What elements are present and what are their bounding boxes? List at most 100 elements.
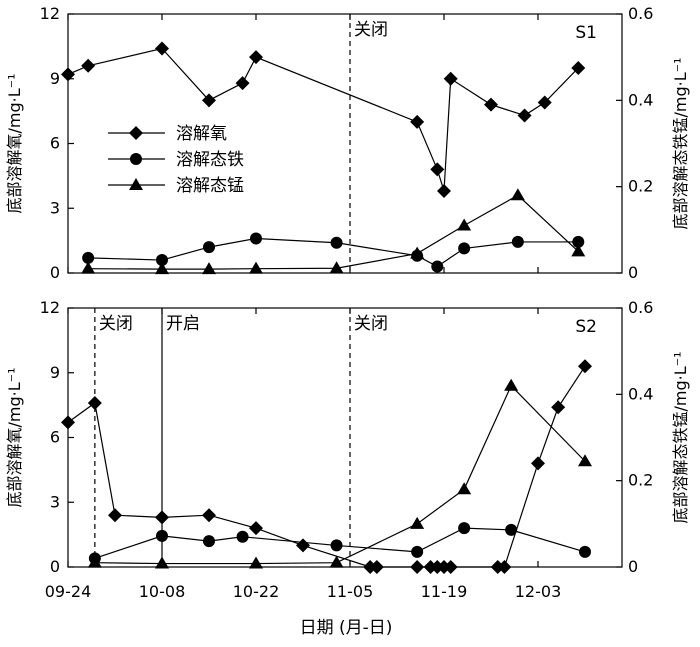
series-line	[67, 365, 586, 568]
data-point-diamond	[369, 560, 384, 574]
data-point-diamond	[430, 162, 445, 177]
y-left-tick-label: 3	[50, 492, 60, 511]
data-point-diamond	[108, 508, 122, 523]
data-point-diamond	[443, 560, 458, 574]
y-left-tick-label: 12	[40, 4, 60, 23]
event-label: 关闭	[99, 314, 133, 334]
data-point-triangle	[457, 218, 472, 231]
data-point-triangle	[410, 246, 425, 259]
chart-panel-2: 0 3 6 9 12 0 0.2 0.4 0.6 底部溶解氧/mg·L⁻¹ 底部溶解态铁锰/mg·L…	[5, 298, 690, 576]
x-tick-label: 12-03	[515, 582, 562, 601]
y-left-tick-label: 9	[50, 363, 60, 382]
data-point-diamond	[202, 93, 216, 108]
data-point-circle	[330, 236, 343, 249]
data-point-diamond	[410, 114, 425, 129]
data-point-diamond	[296, 538, 310, 553]
x-tick-label: 10-08	[139, 582, 186, 601]
data-point-triangle	[457, 482, 472, 495]
data-point-circle	[203, 535, 215, 548]
data-point-triangle	[155, 556, 169, 569]
data-point-circle	[82, 251, 95, 264]
y-right-axis-label: 底部溶解态铁锰/mg·L⁻¹	[671, 58, 690, 230]
data-point-diamond	[578, 359, 592, 374]
legend-swatch-marker	[130, 153, 142, 165]
plot-frame	[67, 13, 623, 274]
y-right-tick-label: 0.4	[628, 384, 653, 403]
data-point-circle	[579, 545, 591, 558]
data-point-diamond	[249, 521, 263, 536]
y-left-tick-label: 0	[50, 557, 60, 576]
y-right-tick-label: 0	[628, 557, 638, 576]
data-point-triangle	[578, 454, 592, 467]
y-left-axis-label: 底部溶解氧/mg·L⁻¹	[5, 368, 24, 508]
y-right-axis-label: 底部溶解态铁锰/mg·L⁻¹	[671, 352, 690, 524]
data-point-triangle	[249, 556, 263, 569]
x-axis-label: 日期 (月-日)	[300, 618, 393, 638]
series-line	[88, 237, 579, 268]
y-left-tick-label: 9	[50, 69, 60, 88]
data-point-circle	[458, 522, 471, 535]
data-point-circle	[458, 242, 471, 255]
data-point-diamond	[497, 560, 512, 574]
data-point-diamond	[437, 183, 451, 198]
data-point-triangle	[329, 261, 344, 274]
data-point-triangle	[329, 555, 344, 568]
data-point-circle	[236, 530, 249, 543]
legend-label: 溶解态铁	[176, 150, 244, 170]
data-point-circle	[203, 241, 215, 254]
data-point-diamond	[551, 400, 566, 415]
data-point-circle	[572, 235, 585, 248]
data-point-triangle	[410, 516, 425, 529]
data-point-diamond	[87, 395, 102, 410]
y-left-tick-label: 12	[40, 298, 60, 317]
data-point-diamond	[61, 67, 75, 82]
data-point-diamond	[155, 510, 169, 525]
data-point-circle	[505, 523, 518, 536]
event-label: 关闭	[354, 20, 388, 40]
chart-panel-1: 0 3 6 9 12 0 0.2 0.4 0.6 底部溶解氧/mg·L⁻¹ 底部溶解态铁锰/mg·L…	[5, 4, 690, 282]
data-point-diamond	[517, 108, 532, 123]
x-tick-label: 10-22	[233, 582, 280, 601]
x-tick-labels: 09-24 10-08 10-22 11-05 11-19 12-03	[45, 582, 562, 601]
data-point-diamond	[443, 71, 458, 86]
x-tick-label: 11-05	[327, 582, 374, 601]
data-point-diamond	[484, 97, 498, 112]
panel-label: S2	[575, 317, 597, 337]
plot-frame	[67, 307, 623, 568]
y-left-tick-label: 6	[50, 134, 60, 153]
data-point-circle	[156, 529, 168, 542]
legend-swatch-marker	[129, 126, 143, 140]
series-line	[67, 47, 579, 192]
y-left-tick-label: 0	[50, 263, 60, 282]
y-left-tick-label: 3	[50, 198, 60, 217]
data-point-diamond	[155, 41, 169, 56]
data-point-diamond	[61, 415, 75, 430]
legend-swatch-marker	[129, 178, 143, 190]
data-point-circle	[250, 232, 262, 245]
data-point-circle	[431, 260, 444, 273]
data-point-diamond	[571, 60, 586, 75]
legend-label: 溶解态锰	[176, 176, 244, 196]
y-left-axis-label: 底部溶解氧/mg·L⁻¹	[5, 74, 24, 214]
data-point-triangle	[510, 188, 525, 201]
data-point-circle	[156, 254, 168, 267]
data-point-diamond	[531, 456, 545, 471]
y-left-tick-label: 6	[50, 428, 60, 447]
event-label: 关闭	[354, 314, 388, 334]
data-point-triangle	[202, 262, 216, 275]
y-right-tick-label: 0.4	[628, 90, 653, 109]
event-label: 开启	[166, 314, 200, 334]
series-line	[94, 384, 586, 565]
data-point-diamond	[202, 508, 216, 523]
data-point-triangle	[504, 378, 519, 391]
data-point-triangle	[155, 262, 169, 275]
y-right-tick-label: 0.6	[628, 4, 653, 23]
data-point-circle	[411, 545, 424, 558]
panels: 0 3 6 9 12 0 0.2 0.4 0.6 底部溶解氧/mg·L⁻¹ 底部溶解态铁锰/mg·L…	[5, 4, 690, 601]
data-point-diamond	[235, 76, 250, 91]
y-right-tick-label: 0	[628, 263, 638, 282]
data-point-diamond	[537, 95, 552, 110]
data-point-circle	[330, 539, 343, 552]
y-right-tick-label: 0.6	[628, 298, 653, 317]
